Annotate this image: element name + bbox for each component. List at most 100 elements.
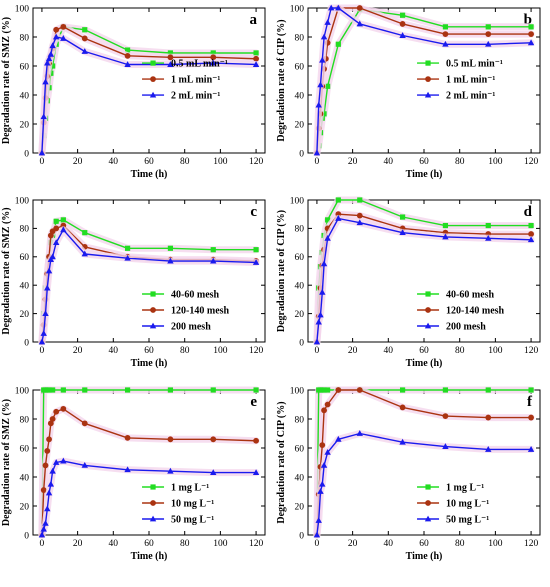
legend-marker	[150, 291, 156, 297]
data-point-triangle	[399, 438, 406, 445]
x-tick-label: 0	[315, 157, 320, 167]
series-red	[38, 405, 260, 539]
data-point-square	[335, 41, 341, 47]
data-point-triangle	[42, 78, 49, 85]
legend-marker	[425, 60, 431, 66]
legend-marker	[425, 76, 431, 82]
data-point-circle	[210, 54, 217, 61]
data-point-circle	[485, 414, 492, 421]
series-green	[38, 386, 260, 539]
data-point-circle	[53, 26, 60, 33]
x-tick-label: 40	[109, 346, 119, 356]
data-point-circle	[528, 231, 534, 237]
data-point-triangle	[45, 267, 53, 274]
data-point-circle	[53, 225, 60, 232]
plot-area	[313, 196, 535, 346]
data-point-square	[321, 111, 327, 117]
x-axis-label: Time (h)	[131, 551, 168, 562]
chart-panel-f: 0 20 40 60 80 100 120 0 20 40 60 80 100 Time (h) Degra…	[276, 386, 541, 562]
legend-entry: 2 mL min⁻¹	[446, 91, 495, 102]
legend: 1 mg L⁻¹ 10 mg L⁻¹ 50 mg L⁻¹	[142, 483, 214, 526]
data-point-triangle	[53, 459, 60, 465]
data-point-triangle	[319, 288, 326, 295]
data-point-square	[528, 387, 534, 393]
data-point-square	[50, 63, 56, 69]
y-axis-label: Degradation rate of SMZ (%)	[1, 399, 12, 526]
y-tick-label: 60	[295, 444, 305, 454]
data-point-triangle	[320, 33, 328, 40]
legend-marker	[150, 60, 156, 66]
data-point-circle	[253, 437, 259, 444]
data-point-triangle	[315, 101, 322, 108]
x-tick-label: 100	[488, 346, 503, 356]
y-tick-label: 40	[20, 473, 30, 483]
data-point-square	[335, 197, 341, 203]
data-point-square	[50, 387, 56, 393]
chart-panel-d: 0 20 40 60 80 100 120 0 20 40 60 80 100 Time (h) Degra…	[276, 196, 541, 369]
data-point-circle	[60, 23, 67, 30]
x-tick-label: 20	[348, 346, 358, 356]
data-point-triangle	[313, 149, 321, 156]
data-point-triangle	[38, 531, 46, 538]
series-blue	[313, 430, 535, 539]
chart-panel-b: 0 20 40 60 80 100 120 0 20 40 60 80 100 Time (h) Degra…	[276, 4, 541, 180]
legend-entry: 2 mL min⁻¹	[171, 91, 220, 102]
legend-marker	[424, 515, 432, 522]
data-point-square	[210, 387, 216, 393]
data-point-triangle	[317, 81, 324, 88]
y-tick-label: 20	[20, 120, 30, 130]
data-point-circle	[399, 21, 406, 27]
x-tick-label: 0	[40, 157, 45, 167]
y-tick-label: 80	[295, 225, 305, 235]
y-tick-label: 80	[295, 415, 305, 425]
y-tick-label: 20	[295, 120, 305, 130]
data-point-circle	[167, 436, 174, 443]
data-point-circle	[356, 387, 363, 393]
data-point-circle	[399, 404, 406, 411]
y-tick-label: 60	[295, 253, 305, 263]
legend-entry: 1 mg L⁻¹	[446, 483, 484, 494]
data-point-circle	[167, 54, 174, 61]
data-point-square	[253, 50, 259, 56]
y-tick-label: 0	[24, 338, 29, 348]
y-axis-label: Degradation rate of CIP (%)	[276, 401, 287, 523]
data-point-triangle	[252, 259, 260, 265]
legend-marker	[425, 484, 431, 490]
data-point-circle	[44, 448, 51, 454]
legend-entry: 1 mL min⁻¹	[446, 75, 495, 86]
data-point-square	[82, 230, 88, 236]
x-tick-label: 20	[348, 157, 358, 167]
data-point-triangle	[527, 236, 535, 243]
series-blue	[313, 4, 535, 157]
data-point-triangle	[320, 260, 328, 267]
data-point-square	[124, 245, 131, 251]
data-point-triangle	[328, 4, 335, 11]
data-point-circle	[210, 436, 217, 443]
x-tick-label: 80	[455, 346, 465, 356]
x-tick-label: 40	[384, 346, 394, 356]
data-point-square	[124, 47, 131, 53]
data-point-triangle	[81, 462, 88, 468]
data-point-circle	[528, 31, 534, 37]
data-point-triangle	[317, 488, 324, 494]
y-tick-label: 20	[20, 502, 30, 512]
data-point-circle	[60, 405, 67, 412]
data-point-circle	[124, 52, 131, 59]
chart-panel-e: 0 20 40 60 80 100 120 0 20 40 60 80 100 Time (h) Degra…	[1, 386, 266, 562]
data-point-triangle	[40, 330, 47, 336]
data-point-square	[442, 387, 449, 393]
x-tick-label: 80	[180, 157, 190, 167]
legend-marker	[150, 500, 156, 506]
data-point-triangle	[319, 56, 326, 63]
data-point-triangle	[45, 55, 53, 62]
x-tick-label: 60	[419, 157, 429, 167]
series-band	[313, 215, 535, 346]
x-tick-label: 0	[40, 346, 45, 356]
x-axis-label: Time (h)	[406, 169, 443, 180]
x-tick-label: 40	[384, 157, 394, 167]
series-blue	[313, 215, 535, 346]
data-point-triangle	[40, 113, 47, 120]
y-tick-label: 80	[295, 33, 305, 43]
data-point-triangle	[210, 257, 217, 264]
